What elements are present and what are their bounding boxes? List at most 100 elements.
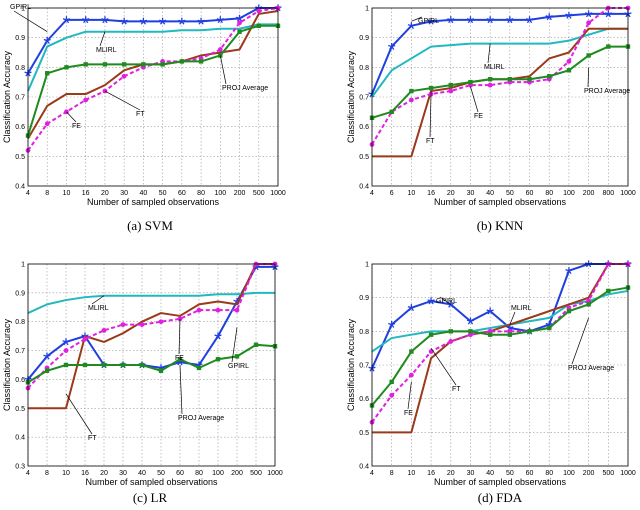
data-point: [139, 17, 148, 25]
data-point: [43, 352, 51, 360]
data-point: [447, 300, 455, 308]
data-point: [43, 37, 51, 44]
series-ft: [371, 263, 629, 434]
data-point: [215, 307, 221, 313]
x-tick-label: 50: [157, 470, 165, 477]
data-point: [63, 348, 69, 353]
annotation-arrow: [231, 327, 238, 363]
data-point: [486, 307, 494, 315]
x-tick-label: 6: [390, 190, 394, 197]
panel-caption: (a) SVM: [127, 218, 173, 233]
annotation-arrow: [407, 381, 412, 410]
data-point: [196, 307, 202, 313]
data-point: [468, 329, 473, 334]
y-axis-label: Classification Accuracy: [2, 318, 12, 411]
annotation-fe: FE: [404, 410, 413, 417]
y-tick-label: 0.7: [359, 363, 369, 370]
data-point: [409, 349, 414, 354]
annotation-mlirl: MLIRL: [511, 305, 532, 312]
data-point: [158, 319, 164, 325]
data-point: [487, 77, 493, 82]
annotation-arrow: [66, 111, 77, 123]
x-tick-label: 4: [370, 190, 374, 197]
annotation-arrow: [411, 16, 423, 22]
data-point: [64, 65, 69, 70]
data-point: [507, 332, 513, 337]
data-point: [428, 332, 434, 337]
series-gpirl: [368, 260, 632, 372]
x-tick-label: 60: [526, 190, 534, 197]
data-point: [196, 365, 202, 371]
data-point: [82, 16, 90, 24]
data-point: [101, 362, 107, 368]
data-point: [198, 59, 204, 64]
x-tick-label: 50: [506, 470, 514, 477]
annotation-arrow: [91, 295, 105, 305]
y-tick-label: 0.5: [15, 154, 25, 161]
x-tick-label: 8: [390, 470, 394, 477]
y-axis-label: Classification Accuracy: [2, 50, 12, 143]
series-proj-average: [369, 285, 631, 408]
x-tick-label: 20: [447, 190, 455, 197]
data-point: [566, 308, 572, 314]
y-tick-label: 0.8: [359, 65, 369, 72]
x-tick-label: 60: [526, 470, 534, 477]
series-mlirl: [27, 23, 279, 92]
data-point: [83, 62, 88, 67]
series-line-mlirl: [27, 291, 275, 314]
x-tick-label: 200: [583, 190, 595, 197]
y-tick-label: 1: [365, 262, 369, 269]
x-tick-label: 40: [138, 470, 146, 477]
x-tick-label: 40: [139, 190, 147, 197]
panel-2: 0.4 0.5 0.6 0.7 0.8 0.9 1 4 6 10 16 20 30 40 50 60 80 100…: [346, 6, 636, 234]
annotation-arrow: [99, 31, 106, 47]
annotation-ft: FT: [452, 386, 461, 393]
data-point: [565, 267, 573, 275]
data-point: [388, 320, 396, 328]
y-tick-label: 0.6: [359, 396, 369, 403]
x-axis-label: Number of sampled observations: [434, 197, 567, 207]
x-tick-label: 20: [101, 190, 109, 197]
plot-frame: [27, 7, 279, 187]
x-tick-label: 200: [234, 190, 246, 197]
data-point: [178, 17, 186, 25]
data-point: [120, 362, 126, 368]
annotation-gpirl: GPIRL: [10, 4, 31, 11]
annotation-arrow: [587, 67, 589, 88]
x-tick-label: 20: [447, 470, 455, 477]
x-tick-label: 100: [214, 190, 226, 197]
x-tick-label: 16: [427, 470, 435, 477]
x-tick-label: 500: [602, 470, 614, 477]
y-tick-label: 0.7: [359, 95, 369, 102]
data-point: [427, 297, 435, 305]
y-tick-label: 0.4: [359, 464, 369, 471]
data-point: [604, 10, 612, 18]
data-point: [487, 82, 493, 88]
data-point: [121, 73, 127, 79]
x-tick-label: 4: [26, 190, 30, 197]
data-point: [101, 16, 109, 24]
x-tick-label: 50: [159, 190, 167, 197]
x-tick-label: 100: [212, 470, 224, 477]
annotation-arrow: [178, 318, 181, 355]
x-tick-label: 200: [231, 470, 243, 477]
plot-frame: [371, 7, 629, 187]
data-point: [466, 16, 475, 24]
y-tick-label: 0.8: [15, 319, 25, 326]
data-point: [584, 10, 593, 18]
annotation-arrow: [487, 43, 491, 64]
data-point: [120, 322, 126, 327]
y-tick-label: 0.6: [15, 124, 25, 131]
data-point: [606, 44, 611, 49]
y-tick-label: 1: [365, 6, 369, 13]
y-tick-label: 0.5: [359, 154, 369, 161]
data-point: [62, 338, 70, 346]
data-point: [63, 362, 69, 368]
x-axis-label: Number of sampled observations: [85, 477, 218, 487]
x-tick-label: 8: [45, 470, 49, 477]
annotation-arrow: [571, 317, 589, 365]
data-point: [158, 368, 164, 373]
series-line-mlirl: [371, 27, 628, 98]
data-point: [409, 88, 414, 94]
